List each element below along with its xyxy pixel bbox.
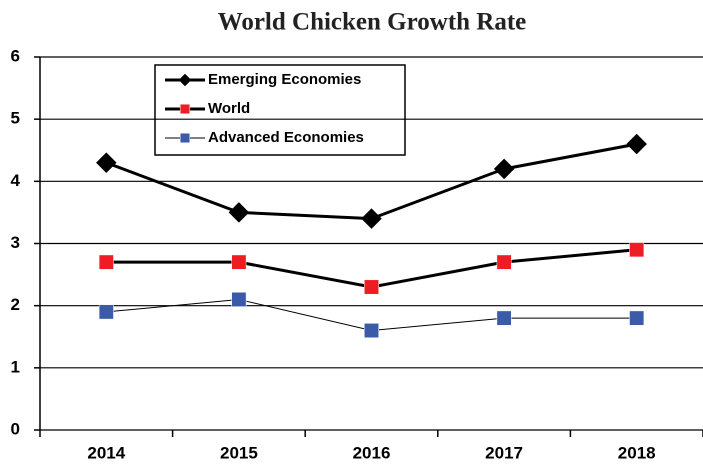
data-point [231,254,247,270]
legend-marker [179,132,191,144]
x-tick-label: 2016 [353,443,391,462]
legend-label: Advanced Economies [208,129,364,146]
data-point [98,304,114,320]
legend-marker [179,103,191,115]
y-tick-label: 3 [11,233,20,252]
legend-marker [178,73,192,87]
data-point [496,310,512,326]
chart-title: World Chicken Growth Rate [218,9,527,36]
y-tick-label: 0 [11,419,20,438]
x-tick-label: 2015 [220,443,258,462]
data-point [98,254,114,270]
x-tick-label: 2018 [618,443,656,462]
data-point [629,242,645,258]
y-tick-label: 2 [11,295,20,314]
data-point [361,208,382,229]
data-point [629,310,645,326]
y-tick-label: 5 [11,109,20,128]
data-point [626,133,648,155]
data-point [231,292,247,307]
data-point [496,254,512,270]
legend-label: World [208,100,250,117]
data-point [95,152,117,174]
data-point [493,158,515,180]
y-tick-label: 6 [11,46,20,65]
data-point [364,323,379,338]
legend-label: Emerging Economies [208,71,361,88]
x-tick-label: 2014 [87,443,125,462]
data-point [228,202,250,223]
y-tick-label: 4 [11,171,21,190]
y-tick-label: 1 [11,357,20,376]
data-point [364,279,379,295]
x-tick-label: 2017 [485,443,523,462]
